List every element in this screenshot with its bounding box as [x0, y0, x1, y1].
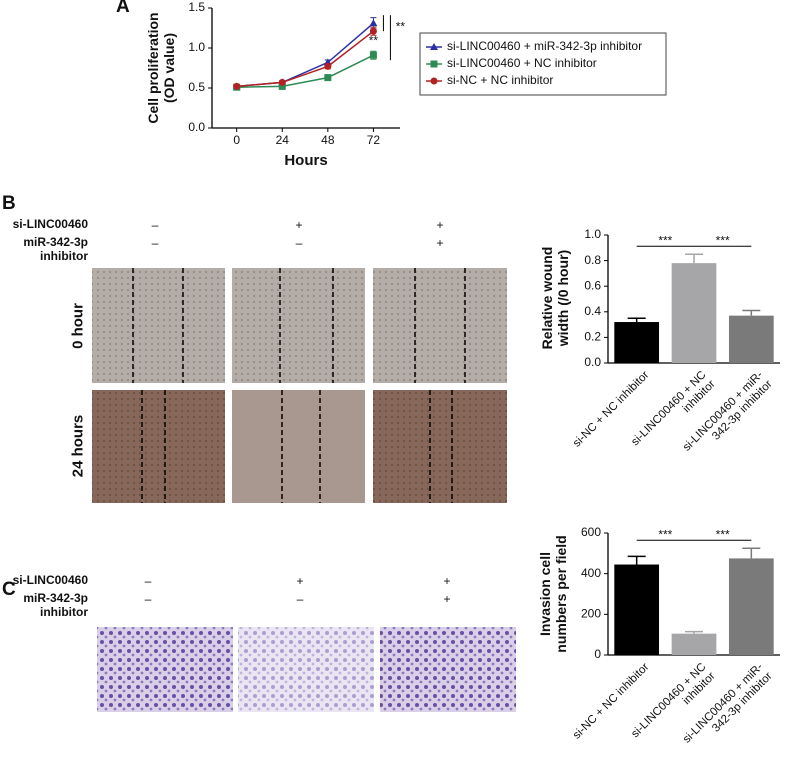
error-bar [627, 317, 646, 323]
condition-sign: – [145, 592, 152, 606]
marker [324, 74, 332, 82]
bar [614, 564, 660, 655]
legend-label: si-NC + NC inhibitor [447, 73, 553, 87]
y-axis-label: Cell proliferation (OD value) [144, 12, 177, 124]
condition-sign: – [152, 218, 159, 232]
marker [324, 62, 332, 70]
y-axis-label: Relative wound width (/0 hour) [538, 246, 571, 350]
x-axis-label: Hours [284, 152, 328, 169]
condition-sign: – [296, 236, 303, 250]
bar [728, 558, 774, 655]
line [236, 22, 374, 88]
legend-marker [430, 77, 438, 85]
invasion-images [97, 627, 516, 712]
legend-label: si-LINC00460 + miR-342-3p inhibitor [447, 39, 642, 53]
bar [614, 322, 660, 363]
y-tick-label: 0.4 [584, 304, 601, 318]
marker [278, 78, 286, 86]
error-bar [685, 630, 703, 634]
x-tick-label: 24 [276, 133, 290, 147]
condition-sign: – [152, 236, 159, 250]
y-tick-label: 1.5 [188, 0, 205, 14]
marker [278, 82, 286, 90]
significance: *** [716, 233, 730, 247]
error-bar [742, 547, 761, 559]
condition-sign: + [443, 574, 450, 588]
legend-box [419, 32, 667, 96]
significance: *** [716, 527, 730, 541]
image [380, 627, 516, 712]
image [97, 627, 233, 712]
condition-sign: – [145, 574, 152, 588]
bar [728, 315, 774, 363]
image [238, 627, 374, 712]
marker [369, 27, 377, 35]
condition-sign: + [295, 218, 302, 232]
y-tick-label: 600 [581, 525, 601, 539]
legend-marker [430, 60, 438, 68]
significance: *** [658, 233, 672, 247]
y-tick-label: 1.0 [584, 227, 601, 241]
bar [671, 633, 717, 655]
line [236, 54, 374, 88]
condition-sign: + [436, 218, 443, 232]
condition-name: si-LINC00460 [12, 217, 88, 231]
condition-sign: – [297, 592, 304, 606]
image [92, 390, 225, 503]
panel-label: C [2, 579, 16, 600]
marker [369, 19, 378, 27]
wound-images [92, 268, 507, 503]
bar [671, 263, 717, 363]
image [92, 268, 225, 383]
error-bar [742, 309, 761, 316]
row-label: 24 hours [69, 414, 87, 478]
condition-sign: + [443, 592, 450, 606]
condition-sign: + [436, 236, 443, 250]
y-tick-label: 0 [594, 647, 601, 661]
significance: *** [658, 527, 672, 541]
legend-marker [430, 43, 438, 50]
row-label: 0 hour [69, 303, 87, 349]
panel-label: A [116, 0, 130, 17]
y-tick-label: 0.6 [584, 278, 601, 292]
y-tick-label: 200 [581, 607, 601, 621]
marker [369, 51, 377, 59]
image [232, 390, 365, 503]
marker [233, 82, 241, 90]
significance: ** [369, 33, 379, 47]
x-tick-label: 72 [367, 133, 381, 147]
panel-label: B [2, 193, 16, 214]
x-tick-label: 0 [233, 133, 240, 147]
error-bar [627, 555, 646, 565]
line [236, 30, 374, 88]
image [232, 268, 365, 383]
x-tick-label: 48 [321, 133, 335, 147]
error-bar [685, 253, 703, 264]
condition-name: si-LINC00460 [12, 573, 88, 587]
condition-name: miR-342-3p inhibitor [23, 591, 88, 619]
wound-edges [132, 268, 466, 503]
y-tick-label: 0.5 [188, 80, 205, 94]
condition-sign: + [296, 574, 303, 588]
legend-label: si-LINC00460 + NC inhibitor [447, 56, 597, 70]
image [373, 390, 507, 503]
y-tick-label: 0.0 [584, 355, 601, 369]
y-tick-label: 0.2 [584, 330, 601, 344]
condition-name: miR-342-3p inhibitor [23, 235, 88, 263]
y-axis-label: Invasion cell numbers per field [536, 535, 569, 653]
significance: ** [396, 19, 406, 33]
y-tick-label: 0.8 [584, 253, 601, 267]
y-tick-label: 1.0 [188, 40, 205, 54]
y-tick-label: 400 [581, 566, 601, 580]
image [373, 268, 507, 383]
y-tick-label: 0.0 [188, 120, 205, 134]
